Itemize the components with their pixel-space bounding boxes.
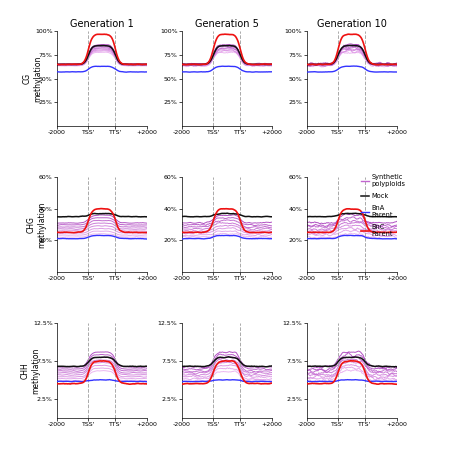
- Title: Generation 5: Generation 5: [195, 19, 259, 29]
- Y-axis label: CHH
methylation: CHH methylation: [20, 347, 40, 394]
- Legend: Synthetic
polyploids, Mock, BnA
Parent, BnC
Parent: Synthetic polyploids, Mock, BnA Parent, …: [361, 174, 406, 237]
- Y-axis label: CHG
methylation: CHG methylation: [27, 201, 46, 248]
- Title: Generation 10: Generation 10: [317, 19, 387, 29]
- Title: Generation 1: Generation 1: [70, 19, 134, 29]
- Y-axis label: CG
methylation: CG methylation: [23, 55, 42, 102]
